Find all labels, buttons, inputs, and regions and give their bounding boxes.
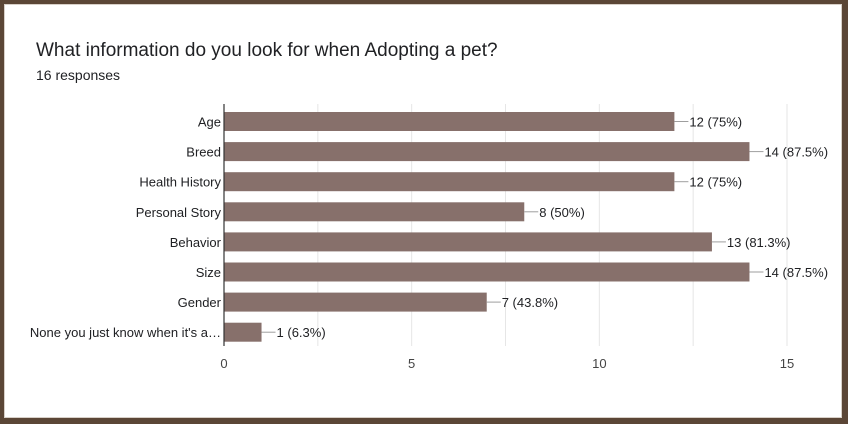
- category-label: Size: [196, 265, 221, 280]
- bar-1: [224, 112, 675, 131]
- bar-6: [224, 262, 750, 282]
- data-label: 14 (87.5%): [764, 265, 828, 280]
- chart-card: What information do you look for when Ad…: [4, 4, 842, 418]
- data-label: 7 (43.8%): [502, 295, 558, 310]
- data-label: 14 (87.5%): [764, 145, 828, 160]
- bar-8: [224, 322, 262, 342]
- category-label: Gender: [178, 295, 222, 310]
- bar-7: [224, 292, 487, 312]
- data-label: 1 (6.3%): [277, 325, 326, 340]
- category-label: Health History: [139, 175, 221, 190]
- category-label: Personal Story: [136, 205, 222, 220]
- category-label: Breed: [186, 145, 221, 160]
- x-tick-label: 5: [408, 356, 415, 371]
- category-label: Behavior: [170, 235, 222, 250]
- x-tick-label: 15: [780, 356, 794, 371]
- category-label: None you just know when it's a…: [30, 325, 221, 340]
- bar-3: [224, 172, 675, 192]
- data-label: 8 (50%): [539, 205, 585, 220]
- data-label: 12 (75%): [689, 115, 742, 130]
- x-tick-label: 0: [220, 356, 227, 371]
- bar-4: [224, 202, 525, 222]
- bar-5: [224, 232, 712, 252]
- chart-title: What information do you look for when Ad…: [36, 40, 498, 61]
- category-label: Age: [198, 115, 221, 130]
- data-label: 12 (75%): [689, 175, 742, 190]
- data-label: 13 (81.3%): [727, 235, 791, 250]
- bar-2: [224, 142, 750, 162]
- response-count: 16 responses: [36, 67, 121, 83]
- x-tick-label: 10: [592, 356, 606, 371]
